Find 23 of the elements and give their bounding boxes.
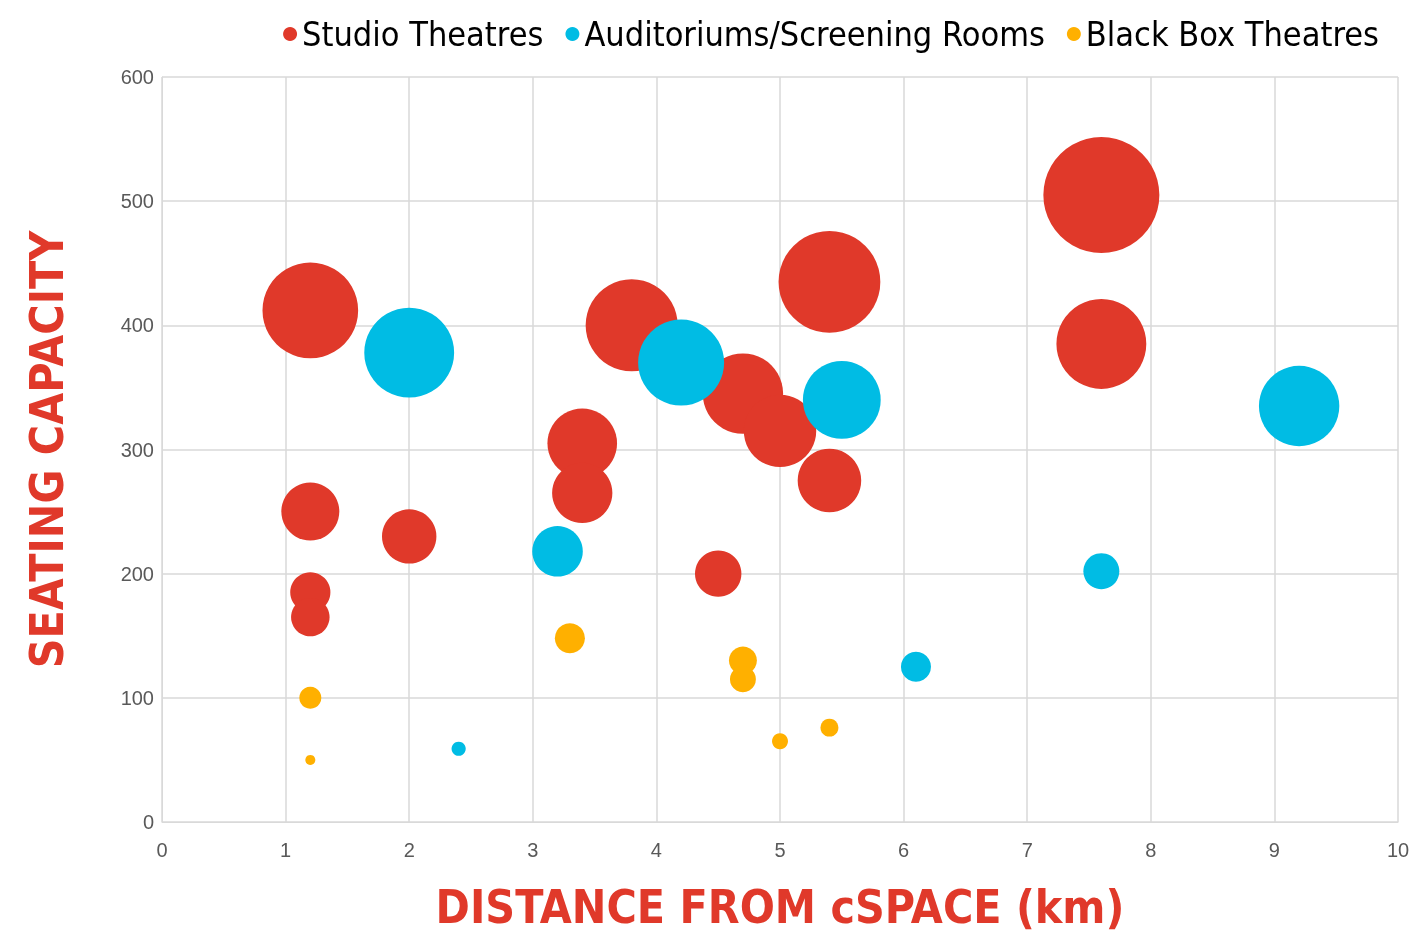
y-tick-label: 0: [142, 811, 154, 833]
x-tick-label: 9: [1268, 839, 1280, 861]
y-axis-title: SEATING CAPACITY: [20, 229, 74, 669]
x-tick-label: 0: [156, 839, 168, 861]
y-tick-label: 400: [120, 314, 154, 337]
legend-label: Black Box Theatres: [1085, 14, 1380, 54]
x-tick-label: 5: [774, 839, 786, 861]
x-tick-label: 7: [1021, 839, 1033, 861]
x-tick-label: 1: [280, 839, 292, 861]
y-tick-label: 200: [120, 562, 154, 585]
x-axis-title: DISTANCE FROM cSPACE (km): [435, 880, 1125, 934]
legend-label: Studio Theatres: [302, 14, 544, 54]
y-tick-label: 600: [120, 66, 154, 88]
x-tick-label: 6: [898, 839, 910, 861]
x-tick-label: 4: [650, 839, 662, 861]
x-tick-label: 10: [1386, 839, 1410, 861]
y-tick-label: 300: [120, 438, 154, 461]
y-tick-label: 500: [120, 190, 154, 213]
legend-label: Auditoriums/Screening Rooms: [584, 14, 1045, 54]
x-tick-label: 3: [527, 839, 539, 861]
x-tick-label: 8: [1145, 839, 1157, 861]
y-tick-label: 100: [120, 686, 154, 709]
x-tick-label: 2: [403, 839, 415, 861]
